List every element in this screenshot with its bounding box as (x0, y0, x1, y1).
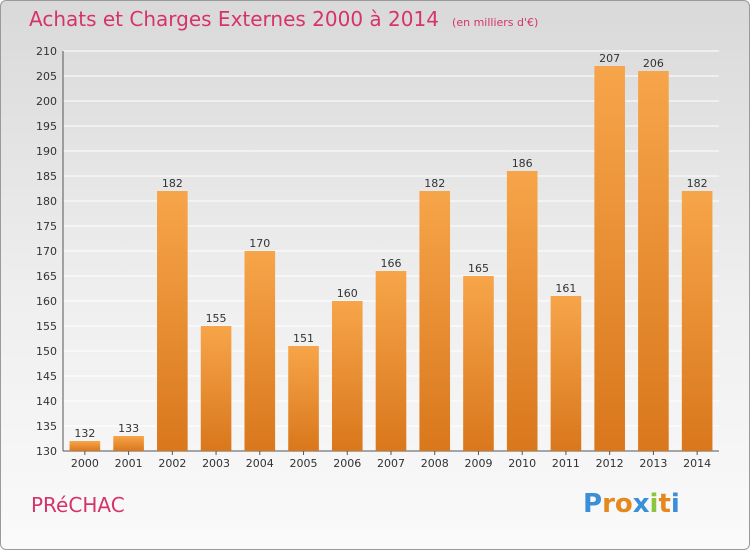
x-tick-label: 2012 (596, 457, 624, 470)
y-tick-label: 170 (36, 245, 57, 258)
y-tick-label: 205 (36, 70, 57, 83)
data-labels: 132 133 182 155 170 151 160 166 182 165 186 161 207 2… (74, 52, 707, 440)
bar-2002 (157, 191, 188, 451)
logo-letter: t (658, 489, 671, 519)
bar-value-label: 133 (118, 422, 139, 435)
x-tick-label: 2005 (290, 457, 318, 470)
bar-2005 (288, 346, 319, 451)
y-tick-label: 160 (36, 295, 57, 308)
bar-value-label: 155 (206, 312, 227, 325)
x-tick-label: 2004 (246, 457, 274, 470)
logo-letter: o (614, 489, 633, 519)
chart-title: Achats et Charges Externes 2000 à 2014 (29, 7, 439, 31)
bar-value-label: 182 (162, 177, 183, 190)
bars (69, 66, 713, 451)
bar-value-label: 182 (424, 177, 445, 190)
x-tick-labels: 2000 2001 2002 2003 2004 2005 2006 2007 2008 2009… (71, 457, 711, 470)
chart-unit: (en milliers d'€) (452, 16, 539, 29)
y-tick-label: 140 (36, 395, 57, 408)
bar-value-label: 207 (599, 52, 620, 65)
bar-value-label: 132 (74, 427, 95, 440)
y-tick-label: 165 (36, 270, 57, 283)
bar-value-label: 161 (555, 282, 576, 295)
bar-value-label: 160 (337, 287, 358, 300)
y-tick-label: 210 (36, 45, 57, 58)
x-tick-label: 2003 (202, 457, 230, 470)
bar-value-label: 186 (512, 157, 533, 170)
x-tick-label: 2011 (552, 457, 580, 470)
bar-2014 (681, 191, 713, 451)
bar-value-label: 170 (249, 237, 270, 250)
x-tick-label: 2013 (639, 457, 667, 470)
x-tick-label: 2008 (421, 457, 449, 470)
y-tick-label: 130 (36, 445, 57, 458)
commune-name: PRéCHAC (31, 493, 125, 517)
y-tick-label: 185 (36, 170, 57, 183)
y-tick-label: 195 (36, 120, 57, 133)
bar-2011 (550, 296, 582, 451)
logo-letter: i (670, 489, 680, 519)
x-tick-label: 2009 (464, 457, 492, 470)
bar-2007 (375, 271, 407, 451)
logo-letter: i (649, 489, 659, 519)
y-tick-label: 135 (36, 420, 57, 433)
x-tick-label: 2007 (377, 457, 405, 470)
bar-2010 (506, 171, 538, 451)
x-tick-label: 2006 (333, 457, 361, 470)
y-tick-label: 145 (36, 370, 57, 383)
bar-2001 (113, 436, 144, 451)
y-tick-label: 150 (36, 345, 57, 358)
bar-2000 (69, 441, 101, 451)
bar-value-label: 165 (468, 262, 489, 275)
bar-2009 (463, 276, 494, 451)
x-tick-label: 2010 (508, 457, 536, 470)
bar-value-label: 182 (687, 177, 708, 190)
x-tick-label: 2001 (115, 457, 143, 470)
bar-2013 (638, 71, 669, 451)
y-tick-labels: 130 135 140 145 150 155 160 165 170 175 180 185 190 1… (36, 45, 57, 458)
x-tick-label: 2014 (683, 457, 711, 470)
proxiti-logo: Proxiti (583, 489, 680, 519)
bar-2003 (200, 326, 232, 451)
bar-value-label: 151 (293, 332, 314, 345)
logo-letter: x (632, 489, 650, 519)
chart-header: Achats et Charges Externes 2000 à 2014 (… (29, 7, 538, 31)
bar-value-label: 166 (381, 257, 402, 270)
bar-2006 (331, 301, 363, 451)
bar-value-label: 206 (643, 57, 664, 70)
bar-2012 (594, 66, 625, 451)
y-tick-label: 200 (36, 95, 57, 108)
x-tick-label: 2000 (71, 457, 99, 470)
y-tick-label: 155 (36, 320, 57, 333)
x-tick-label: 2002 (158, 457, 186, 470)
y-tick-label: 175 (36, 220, 57, 233)
logo-letter: r (602, 489, 615, 519)
bar-2008 (419, 191, 451, 451)
y-tick-label: 180 (36, 195, 57, 208)
logo-letter: P (583, 489, 603, 519)
bar-2004 (244, 251, 276, 451)
y-tick-label: 190 (36, 145, 57, 158)
